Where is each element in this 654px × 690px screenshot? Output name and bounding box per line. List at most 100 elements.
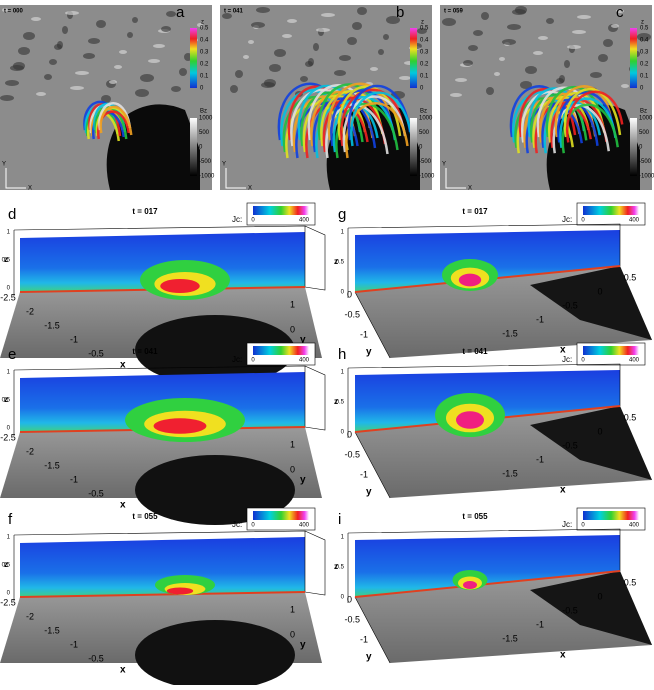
time-label: t = 055 xyxy=(462,512,488,521)
magnetic-patch xyxy=(378,49,384,55)
x-tick-label: -1 xyxy=(70,474,78,484)
magnetic-patch xyxy=(70,86,84,90)
time-label: t = 055 xyxy=(132,512,158,521)
magnetic-patch xyxy=(525,66,537,74)
bz-colorbar xyxy=(630,118,637,176)
bz-colorbar-label: Bz xyxy=(200,109,207,115)
field-line xyxy=(96,110,130,140)
y-axis-label: y xyxy=(366,347,372,358)
x-axis-label: x xyxy=(560,650,566,661)
z-axis-label: z xyxy=(334,257,338,266)
x-tick-label: -1.5 xyxy=(502,328,518,338)
y-tick-label: 0 xyxy=(290,629,295,639)
field-line xyxy=(552,104,610,154)
current-wall xyxy=(20,537,305,597)
magnetic-patch xyxy=(603,39,613,47)
x-tick-label: -2.5 xyxy=(0,432,16,442)
z-colorbar-label: z xyxy=(421,20,424,26)
colorbar-min: 0 xyxy=(251,358,255,364)
panel-letter: f xyxy=(8,511,13,528)
sunspot xyxy=(546,104,640,190)
z-colorbar-label: z xyxy=(641,20,644,26)
magnetic-patch xyxy=(417,28,427,34)
colorbar-label: Jc: xyxy=(232,520,242,529)
x-axis-label: x xyxy=(120,500,126,511)
axes-triad xyxy=(225,168,246,189)
magnetic-patch xyxy=(274,49,286,57)
magnetic-patch xyxy=(140,74,154,82)
bz-tick-label: 0 xyxy=(639,145,643,151)
current-core xyxy=(160,279,200,293)
magnetic-patch xyxy=(386,16,400,24)
z-tick-label: 1 xyxy=(341,535,345,541)
field-line xyxy=(541,98,599,149)
x-axis-label: X xyxy=(248,186,252,192)
time-label: t = 000 xyxy=(4,9,24,15)
panel-letter: g xyxy=(338,206,346,223)
x-tick-label: -1.5 xyxy=(502,468,518,478)
z-tick-label: 0.5 xyxy=(2,398,11,404)
bz-tick-label: 500 xyxy=(199,130,210,136)
magnetic-patch xyxy=(251,22,265,28)
colorbar-max: 400 xyxy=(299,218,310,224)
colorbar xyxy=(253,206,309,215)
magnetic-patch xyxy=(109,80,117,84)
time-label: t = 041 xyxy=(132,347,158,356)
y-tick-label: 1 xyxy=(290,604,295,614)
z-tick-label: 1 xyxy=(341,370,345,376)
y-axis-label: y xyxy=(300,335,306,346)
magnetic-patch xyxy=(313,43,319,51)
z-axis-label: z xyxy=(4,560,8,569)
current-wall xyxy=(20,232,305,292)
x-tick-label: -2.5 xyxy=(0,292,16,302)
z-tick-label: 0.5 xyxy=(420,26,429,32)
colorbar-min: 0 xyxy=(581,218,585,224)
y-tick-label: 1 xyxy=(290,299,295,309)
z-tick-label: 0.4 xyxy=(640,38,649,44)
y-tick-label: 0 xyxy=(290,464,295,474)
magnetic-patch xyxy=(101,95,111,103)
sunspot xyxy=(135,455,295,525)
sunspot xyxy=(135,620,295,690)
z-tick-label: 0.1 xyxy=(200,74,209,80)
x-tick-label: 0 xyxy=(597,286,602,296)
field-line xyxy=(325,103,389,159)
current-panel: e t = 041 Jc: 0 400 1 0.5 0 z -2.5 -2 -1.5 -1 -0.5 x 1 0… xyxy=(0,342,326,525)
magnetic-patch xyxy=(321,13,335,17)
box-frame xyxy=(13,530,326,601)
magnetic-patch xyxy=(442,18,456,26)
x-tick-label: -1.5 xyxy=(44,320,60,330)
photosphere-line xyxy=(19,591,306,598)
colorbar-min: 0 xyxy=(581,523,585,529)
bz-colorbar-label: Bz xyxy=(640,109,647,115)
magnetic-patch xyxy=(31,17,41,21)
bz-tick-label: 0 xyxy=(199,145,203,151)
field-line xyxy=(345,102,409,159)
y-axis-label: y xyxy=(300,475,306,486)
magnetic-patch xyxy=(383,34,389,40)
x-axis-label: x xyxy=(120,360,126,371)
time-label: t = 017 xyxy=(132,207,158,216)
magnetic-patch xyxy=(399,76,411,80)
colorbar-label: Jc: xyxy=(562,520,572,529)
magnetic-patch xyxy=(148,59,160,63)
z-tick-label: 0.1 xyxy=(640,74,649,80)
current-core xyxy=(153,418,207,434)
magnetic-patch xyxy=(13,62,25,70)
x-tick-label: -1 xyxy=(536,314,544,324)
magnetic-patch xyxy=(499,57,505,61)
sunspot xyxy=(530,406,652,480)
magnetic-patch xyxy=(256,7,270,13)
magnetic-patch xyxy=(316,28,330,32)
colorbar-min: 0 xyxy=(251,218,255,224)
magnetic-patch xyxy=(502,39,516,45)
magnetic-patch xyxy=(481,12,489,20)
magnetic-patch xyxy=(36,92,46,96)
z-tick-label: 0.5 xyxy=(336,565,345,571)
x-axis-label: x xyxy=(560,485,566,496)
magnetic-patch xyxy=(590,72,602,78)
